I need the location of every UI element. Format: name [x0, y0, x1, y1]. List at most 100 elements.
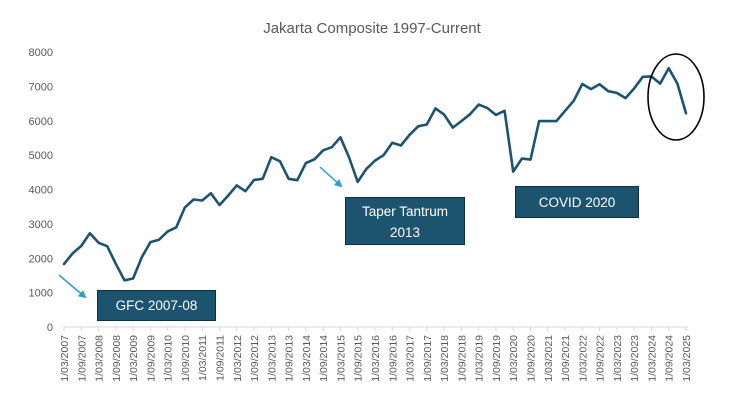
- x-tick-label: 1/03/2018: [439, 335, 451, 382]
- data-point: [201, 199, 203, 201]
- x-tick-label: 1/09/2011: [215, 335, 227, 381]
- x-tick-label: 1/03/2022: [577, 335, 589, 382]
- data-point: [132, 277, 134, 279]
- data-point: [452, 126, 454, 128]
- data-point: [236, 184, 238, 186]
- data-point: [391, 142, 393, 144]
- y-tick-label: 2000: [29, 253, 53, 265]
- data-point: [331, 146, 333, 148]
- data-point: [348, 156, 350, 158]
- data-point: [149, 241, 151, 243]
- x-tick-label: 1/03/2025: [681, 335, 693, 382]
- x-tick-label: 1/09/2015: [353, 335, 365, 382]
- data-point: [668, 67, 670, 69]
- x-tick-label: 1/09/2016: [387, 335, 399, 382]
- data-point: [305, 162, 307, 164]
- data-point: [659, 82, 661, 84]
- data-point: [141, 256, 143, 258]
- data-point: [296, 179, 298, 181]
- data-point: [313, 158, 315, 160]
- x-tick-label: 1/09/2019: [491, 335, 503, 382]
- data-point: [115, 263, 117, 265]
- x-tick-label: 1/09/2010: [180, 335, 192, 382]
- data-point: [287, 178, 289, 180]
- data-point: [417, 125, 419, 127]
- data-point: [400, 144, 402, 146]
- data-point: [382, 154, 384, 156]
- y-tick-label: 1000: [29, 288, 53, 300]
- data-point: [158, 238, 160, 240]
- x-tick-label: 1/03/2016: [370, 335, 382, 382]
- data-point: [80, 245, 82, 247]
- data-point: [503, 110, 505, 112]
- y-tick-label: 4000: [29, 185, 53, 197]
- data-point: [261, 178, 263, 180]
- data-point: [365, 168, 367, 170]
- data-point: [642, 76, 644, 78]
- x-tick-label: 1/03/2011: [197, 335, 209, 381]
- x-tick-label: 1/03/2013: [266, 335, 278, 382]
- y-tick-label: 3000: [29, 219, 53, 231]
- x-tick-label: 1/03/2008: [94, 335, 106, 382]
- data-point: [192, 198, 194, 200]
- x-tick-label: 1/03/2017: [405, 335, 417, 382]
- annotation-arrow-taper: [319, 166, 343, 188]
- x-tick-label: 1/09/2021: [560, 335, 572, 382]
- data-point: [598, 83, 600, 85]
- x-tick-label: 1/09/2024: [664, 335, 676, 382]
- chart-title: Jakarta Composite 1997-Current: [263, 20, 481, 37]
- data-point: [166, 230, 168, 232]
- callout-gfc: GFC 2007-08: [97, 290, 216, 321]
- x-tick-label: 1/03/2021: [543, 335, 555, 382]
- callout-covid: COVID 2020: [515, 186, 639, 218]
- data-point: [175, 226, 177, 228]
- x-tick-label: 1/09/2009: [145, 335, 157, 382]
- x-tick-label: 1/03/2012: [232, 335, 244, 382]
- y-tick-label: 8000: [29, 47, 53, 59]
- data-point: [184, 206, 186, 208]
- x-tick-label: 1/03/2024: [646, 335, 658, 382]
- data-point: [253, 179, 255, 181]
- data-point: [63, 263, 65, 265]
- data-point: [123, 279, 125, 281]
- data-point: [374, 159, 376, 161]
- x-tick-label: 1/09/2014: [318, 335, 330, 382]
- data-point: [685, 112, 687, 114]
- data-point: [460, 120, 462, 122]
- data-point: [676, 82, 678, 84]
- data-point: [572, 100, 574, 102]
- x-tick-label: 1/03/2019: [474, 335, 486, 382]
- data-point: [469, 113, 471, 115]
- x-tick-label: 1/03/2015: [335, 335, 347, 382]
- callout-taper-tantrum: Taper Tantrum 2013: [345, 197, 465, 245]
- data-point: [270, 156, 272, 158]
- x-tick-label: 1/03/2010: [163, 335, 175, 382]
- data-point: [244, 190, 246, 192]
- data-point: [495, 114, 497, 116]
- x-tick-label: 1/09/2013: [284, 335, 296, 382]
- data-point: [210, 192, 212, 194]
- data-point: [339, 136, 341, 138]
- data-point: [97, 242, 99, 244]
- y-tick-label: 0: [47, 322, 53, 334]
- x-tick-label: 1/03/2020: [508, 335, 520, 382]
- x-tick-label: 1/09/2020: [526, 335, 538, 382]
- data-point: [555, 120, 557, 122]
- data-point: [547, 120, 549, 122]
- x-tick-label: 1/03/2007: [59, 335, 71, 382]
- data-point: [590, 88, 592, 90]
- data-point: [477, 103, 479, 105]
- x-tick-label: 1/09/2018: [456, 335, 468, 382]
- data-point: [616, 92, 618, 94]
- annotation-arrow-gfc: [58, 274, 87, 299]
- data-point: [434, 107, 436, 109]
- data-point: [486, 107, 488, 109]
- data-point: [581, 83, 583, 85]
- y-tick-label: 6000: [29, 116, 53, 128]
- data-point: [71, 252, 73, 254]
- x-tick-label: 1/09/2007: [76, 335, 88, 382]
- data-point: [512, 170, 514, 172]
- data-point: [227, 194, 229, 196]
